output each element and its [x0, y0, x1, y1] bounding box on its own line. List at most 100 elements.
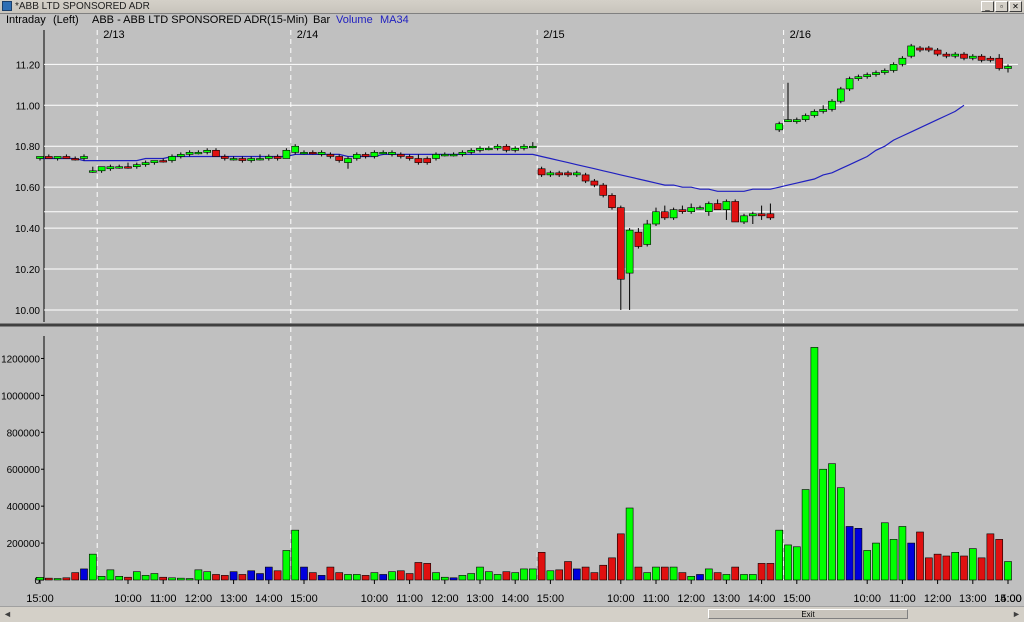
candle-body: [36, 156, 44, 159]
volume-bar: [748, 574, 757, 581]
volume-bar: [766, 563, 775, 581]
time-tick-label: 13:00: [466, 593, 494, 605]
candle-body: [317, 152, 326, 155]
volume-bar: [660, 566, 669, 581]
volume-bar: [643, 572, 652, 581]
candle-body: [203, 150, 212, 153]
volume-bar: [924, 557, 933, 581]
volume-bar: [995, 539, 1004, 581]
maximize-button[interactable]: ▫: [995, 1, 1008, 12]
date-label: 2/15: [543, 29, 564, 41]
price-tick-label: 11.00: [16, 101, 41, 112]
volume-bar: [212, 574, 220, 581]
volume-legend: Volume: [336, 14, 373, 26]
candle-body: [194, 152, 203, 155]
candle-body: [256, 158, 264, 161]
symbol-label: ABB - ABB LTD SPONSORED ADR: [92, 14, 268, 26]
volume-bar: [546, 570, 555, 581]
candle-body: [484, 147, 493, 151]
candle-body: [159, 160, 168, 163]
candle-body: [784, 119, 792, 122]
candle-body: [71, 158, 80, 161]
volume-bar: [476, 566, 484, 581]
time-tick-label: 11:00: [150, 593, 177, 605]
time-tick-label: 11:00: [396, 593, 423, 605]
time-tick-label: 15:00: [290, 593, 318, 605]
volume-bar: [669, 566, 678, 581]
candle-body: [766, 213, 775, 219]
candle-body: [740, 215, 748, 223]
price-tick-label: 10.20: [15, 265, 40, 276]
candle-body: [889, 64, 898, 71]
candle-body: [792, 119, 801, 122]
volume-bar: [678, 572, 687, 581]
scroll-left-arrow-icon[interactable]: ◄: [3, 609, 12, 619]
candle-body: [229, 158, 238, 161]
candle-body: [995, 57, 1004, 69]
candle-body: [537, 168, 546, 176]
candle-body: [933, 49, 942, 55]
volume-bar: [555, 569, 564, 581]
volume-bar: [220, 575, 229, 581]
date-label: 2/13: [103, 29, 124, 41]
minimize-button[interactable]: _: [981, 1, 994, 12]
volume-bar: [264, 566, 273, 581]
volume-bar: [388, 571, 396, 581]
volume-bar: [599, 564, 608, 581]
candle-body: [810, 111, 819, 116]
candle-body: [361, 154, 370, 157]
interval-label: (15-Min): [267, 14, 308, 26]
volume-bar: [159, 576, 168, 581]
candle-body: [775, 123, 784, 131]
candle-body: [511, 147, 520, 151]
volume-bar: [484, 571, 493, 581]
volume-bar: [317, 575, 326, 581]
volume-bar: [229, 571, 238, 581]
volume-bar: [634, 566, 643, 581]
candle-body: [97, 166, 106, 172]
volume-bar: [97, 576, 106, 581]
volume-bar: [528, 568, 537, 581]
close-button[interactable]: ✕: [1009, 1, 1022, 12]
volume-bar: [282, 550, 291, 581]
mode-label[interactable]: Intraday: [6, 14, 46, 26]
volume-bar: [168, 577, 176, 581]
volume-bar: [115, 576, 124, 581]
price-tick-label: 11.20: [16, 60, 41, 71]
window-title: *ABB LTD SPONSORED ADR: [15, 1, 150, 12]
volume-bar: [572, 568, 581, 581]
scroll-right-arrow-icon[interactable]: ►: [1012, 609, 1021, 619]
volume-bar: [62, 577, 71, 581]
exit-button[interactable]: Exit: [708, 609, 908, 619]
candle-body: [168, 156, 176, 161]
candle-body: [713, 203, 722, 210]
volume-bar: [150, 573, 159, 581]
candle-body: [731, 201, 740, 223]
candle-body: [669, 209, 678, 219]
chart-area[interactable]: 11.20 11.00 10.80 10.60 10.40 10.20 10.00 12000…: [0, 0, 1024, 606]
volume-bar: [132, 571, 141, 581]
candle-body: [757, 213, 766, 217]
price-tick-label: 10.00: [15, 306, 40, 317]
time-tick-label: 12:00: [185, 593, 213, 605]
volume-bar: [731, 566, 740, 581]
candle-body: [748, 213, 757, 217]
volume-bar: [511, 572, 520, 581]
volume-bar: [590, 572, 599, 581]
volume-bar: [960, 555, 968, 581]
candle-body: [898, 57, 907, 65]
candle-body: [986, 57, 995, 61]
candle-body: [924, 47, 933, 51]
candle-body: [141, 162, 150, 165]
horizontal-scrollbar[interactable]: ◄ Exit ►: [0, 606, 1024, 622]
volume-bar: [458, 575, 467, 581]
candle-body: [1004, 66, 1012, 69]
volume-bar: [300, 566, 308, 581]
volume-bar: [986, 533, 995, 581]
volume-tick-label: 1200000: [1, 354, 40, 365]
volume-bar: [308, 572, 317, 581]
date-label: 2/16: [790, 29, 811, 41]
candle-body: [872, 72, 880, 75]
volume-tick-label: 200000: [7, 539, 41, 550]
volume-bar: [784, 544, 792, 581]
